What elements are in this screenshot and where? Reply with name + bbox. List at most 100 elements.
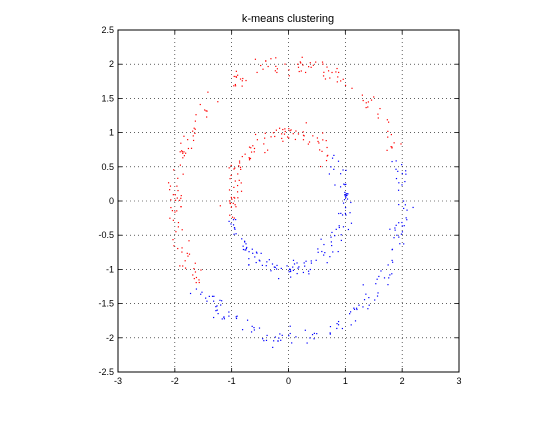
data-point bbox=[283, 133, 286, 135]
data-point bbox=[317, 140, 319, 143]
data-point bbox=[346, 198, 349, 200]
data-point bbox=[255, 261, 257, 264]
data-point bbox=[390, 133, 392, 136]
data-point bbox=[324, 78, 327, 80]
data-point bbox=[316, 333, 318, 335]
data-point bbox=[267, 65, 269, 68]
data-point bbox=[201, 291, 203, 293]
data-point bbox=[336, 327, 338, 330]
data-point bbox=[313, 338, 315, 340]
data-point bbox=[338, 225, 340, 227]
data-point bbox=[278, 127, 281, 129]
data-point bbox=[213, 295, 215, 297]
data-point bbox=[310, 260, 312, 262]
data-point bbox=[378, 275, 380, 278]
data-point bbox=[340, 239, 342, 242]
data-point bbox=[329, 332, 331, 334]
data-point bbox=[248, 264, 250, 266]
data-point bbox=[344, 212, 347, 215]
data-point bbox=[327, 70, 330, 72]
data-point bbox=[258, 327, 261, 329]
data-point bbox=[330, 166, 332, 168]
data-point bbox=[236, 191, 239, 193]
data-point bbox=[205, 297, 207, 299]
data-point bbox=[248, 146, 251, 148]
data-point bbox=[228, 167, 230, 169]
data-point bbox=[175, 231, 177, 233]
data-point bbox=[241, 329, 244, 331]
data-point bbox=[401, 225, 403, 227]
x-tick-label: -3 bbox=[114, 376, 122, 386]
data-point bbox=[290, 276, 292, 278]
data-point bbox=[390, 146, 392, 148]
data-point bbox=[304, 71, 307, 74]
data-point bbox=[238, 162, 241, 164]
data-point bbox=[232, 224, 235, 226]
data-point bbox=[398, 236, 400, 238]
data-point bbox=[182, 157, 184, 159]
data-point bbox=[260, 252, 262, 254]
data-point bbox=[337, 324, 340, 326]
data-point bbox=[386, 149, 388, 151]
data-point bbox=[249, 157, 252, 160]
data-point bbox=[274, 70, 276, 72]
data-point bbox=[231, 198, 233, 200]
data-point bbox=[206, 110, 208, 112]
data-point bbox=[292, 133, 294, 135]
data-point bbox=[172, 239, 174, 241]
data-point bbox=[183, 135, 185, 137]
data-point bbox=[319, 165, 322, 168]
y-tick-label: -2 bbox=[106, 333, 114, 343]
y-tick-label: -1.5 bbox=[98, 299, 114, 309]
data-point bbox=[248, 251, 250, 253]
data-point bbox=[343, 199, 346, 201]
data-point bbox=[253, 151, 255, 153]
data-point bbox=[398, 182, 400, 184]
data-point bbox=[188, 240, 190, 242]
data-point bbox=[368, 304, 370, 306]
data-point bbox=[336, 322, 338, 325]
y-tick-label: -2.5 bbox=[98, 367, 114, 377]
x-tick-label: -2 bbox=[171, 376, 179, 386]
data-point bbox=[179, 265, 181, 267]
data-point bbox=[265, 339, 268, 341]
data-point bbox=[284, 130, 286, 133]
data-point bbox=[252, 252, 254, 254]
data-point bbox=[306, 342, 308, 344]
data-point bbox=[335, 71, 337, 73]
data-point bbox=[322, 132, 324, 134]
data-point bbox=[367, 101, 369, 103]
data-point bbox=[313, 332, 315, 334]
data-point bbox=[300, 62, 302, 64]
axis-ticks: -3 -2 -1 0 1 2 3 2.5 2 1.5 1 0.5 0 -0.5 -1 -1.5 -2 -2.5 bbox=[98, 25, 461, 386]
data-point bbox=[288, 268, 291, 270]
data-point bbox=[194, 262, 196, 264]
data-point bbox=[173, 245, 175, 247]
data-point bbox=[176, 197, 178, 199]
data-point bbox=[374, 299, 376, 301]
data-point bbox=[325, 140, 327, 142]
data-point bbox=[183, 151, 185, 153]
data-point bbox=[331, 244, 333, 247]
data-point bbox=[250, 147, 252, 149]
data-point bbox=[343, 183, 345, 185]
data-point bbox=[254, 58, 257, 60]
data-point bbox=[351, 87, 353, 89]
data-point bbox=[278, 277, 280, 280]
data-point bbox=[297, 63, 299, 65]
data-point bbox=[173, 169, 175, 171]
data-point bbox=[276, 71, 278, 74]
data-point bbox=[215, 310, 217, 312]
data-point bbox=[299, 61, 301, 63]
data-point bbox=[401, 184, 403, 186]
data-point bbox=[336, 67, 338, 70]
data-point bbox=[297, 267, 299, 269]
data-point bbox=[229, 178, 231, 180]
data-point bbox=[358, 304, 360, 306]
data-point bbox=[240, 168, 242, 170]
data-point bbox=[404, 180, 406, 183]
data-point bbox=[192, 135, 194, 137]
data-point bbox=[274, 266, 276, 268]
data-point bbox=[362, 306, 364, 308]
data-point bbox=[244, 153, 246, 155]
